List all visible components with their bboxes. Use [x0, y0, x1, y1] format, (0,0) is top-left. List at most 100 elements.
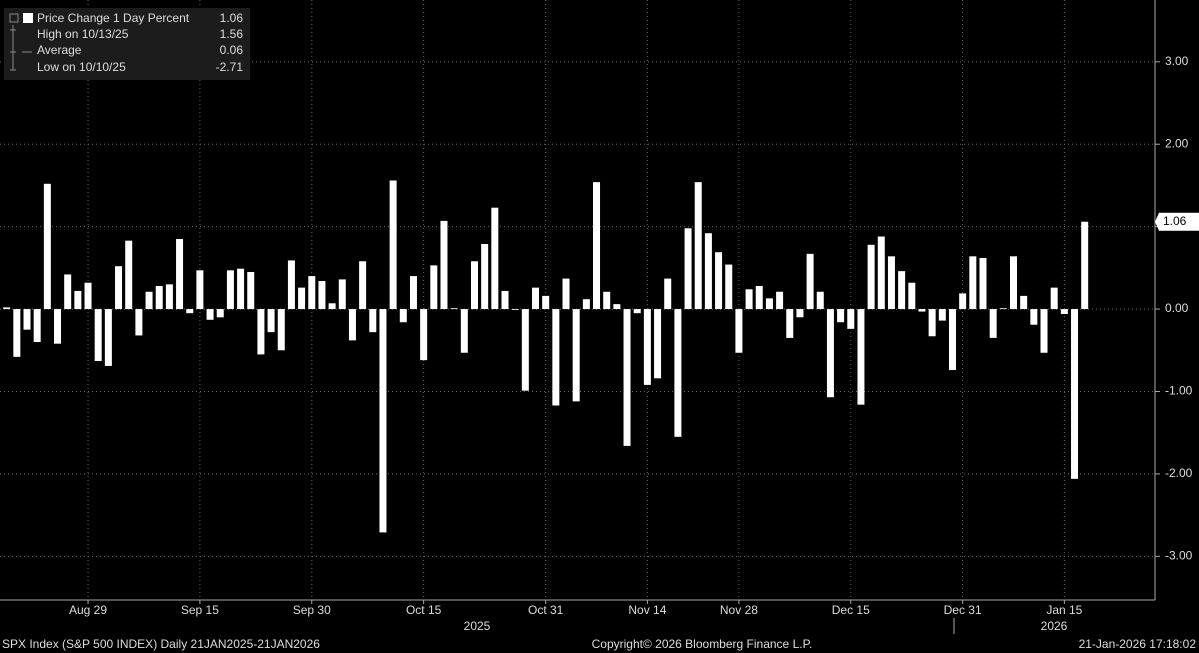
bar	[542, 295, 550, 310]
bar	[532, 287, 540, 310]
footer-left: SPX Index (S&P 500 INDEX) Daily 21JAN202…	[2, 637, 320, 651]
y-tick-label: -3.00	[1165, 548, 1193, 562]
bar	[338, 279, 346, 310]
bar	[13, 309, 21, 357]
legend-box	[4, 8, 250, 80]
bar	[654, 309, 662, 379]
bar	[216, 309, 224, 318]
bar	[1071, 309, 1079, 479]
bar	[765, 298, 773, 310]
bar	[267, 309, 275, 333]
bar	[247, 271, 255, 310]
x-tick-label: Dec 31	[944, 603, 982, 617]
bar	[969, 256, 977, 310]
bar	[1060, 309, 1068, 315]
bar	[94, 309, 102, 361]
bar	[908, 282, 916, 310]
bar	[287, 260, 295, 310]
bar	[318, 281, 326, 310]
bar	[125, 240, 133, 310]
bar	[918, 309, 926, 312]
bar	[1050, 287, 1058, 310]
bar	[562, 278, 570, 310]
bar	[694, 182, 702, 310]
legend-toggle[interactable]	[9, 13, 19, 23]
bar	[450, 308, 458, 310]
year-label: 2026	[1041, 619, 1068, 633]
y-tick-label: -1.00	[1165, 384, 1193, 398]
bar	[298, 287, 306, 310]
y-tick-label: 0.00	[1165, 301, 1189, 315]
bar	[857, 309, 865, 405]
bar	[145, 291, 153, 310]
bar	[552, 309, 560, 406]
bar	[54, 309, 62, 344]
bar	[786, 309, 794, 338]
x-tick-label: Sep 15	[181, 603, 219, 617]
bar	[613, 304, 621, 310]
year-label: 2025	[464, 619, 491, 633]
y-tick-label: 3.00	[1165, 54, 1189, 68]
legend-swatch	[23, 13, 33, 23]
bar	[582, 299, 590, 310]
legend-value: -2.71	[216, 60, 244, 74]
bar	[796, 309, 804, 318]
bar	[460, 309, 468, 353]
y-tick-label: -2.00	[1165, 466, 1193, 480]
bar	[999, 308, 1007, 310]
bar	[155, 285, 163, 310]
bar	[409, 276, 417, 310]
bar	[725, 264, 733, 310]
bar	[420, 309, 428, 361]
bar	[430, 265, 438, 310]
legend-label: High on 10/13/25	[37, 27, 129, 41]
legend-value: 0.06	[220, 43, 244, 57]
legend-label: Price Change 1 Day Percent	[37, 11, 190, 25]
bar	[735, 309, 743, 353]
legend-value: 1.06	[220, 11, 244, 25]
bar	[369, 309, 377, 333]
bar	[938, 309, 946, 321]
bar	[237, 268, 245, 310]
bar	[135, 309, 143, 336]
bar	[328, 303, 336, 310]
y-tick-label: 2.00	[1165, 136, 1189, 150]
bar	[633, 309, 641, 314]
bar	[603, 291, 611, 310]
footer-right: 21-Jan-2026 17:18:02	[1079, 637, 1197, 651]
bar	[511, 309, 519, 310]
bar	[389, 180, 397, 310]
value-label: 1.06	[1163, 214, 1187, 228]
bar	[826, 309, 834, 398]
bar	[165, 284, 173, 310]
bar	[847, 309, 855, 329]
bar	[816, 291, 824, 310]
bar	[806, 253, 814, 310]
legend-label: Average	[37, 43, 82, 57]
bar	[928, 309, 936, 337]
bar	[684, 228, 692, 310]
bar	[776, 291, 784, 310]
legend-icons	[10, 25, 32, 71]
bar	[64, 274, 72, 310]
bar	[399, 309, 407, 323]
x-tick-label: Nov 14	[628, 603, 666, 617]
bar	[593, 182, 601, 310]
bar	[755, 285, 763, 310]
x-tick-label: Aug 29	[69, 603, 107, 617]
bar	[715, 252, 723, 310]
bar	[521, 309, 529, 391]
bar	[1040, 309, 1048, 353]
value-tag	[1155, 212, 1199, 231]
x-tick-label: Jan 15	[1046, 603, 1082, 617]
bar	[43, 183, 51, 310]
bar	[115, 266, 123, 310]
bar	[277, 309, 285, 351]
bar	[186, 309, 194, 314]
bar	[959, 293, 967, 310]
bar	[979, 257, 987, 310]
bar	[206, 309, 214, 320]
bar	[837, 309, 845, 323]
